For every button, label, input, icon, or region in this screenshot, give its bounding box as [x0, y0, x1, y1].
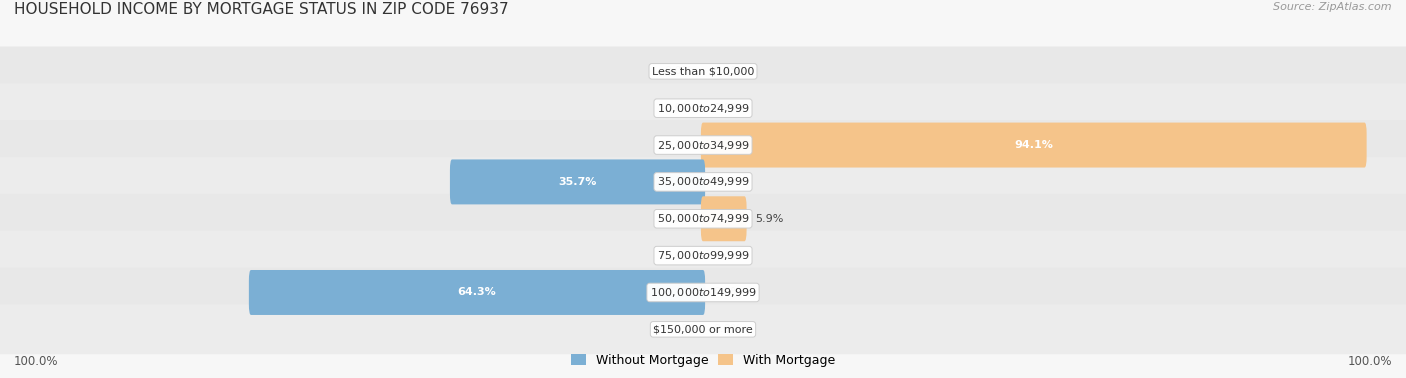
- Text: $150,000 or more: $150,000 or more: [654, 324, 752, 334]
- Text: $35,000 to $49,999: $35,000 to $49,999: [657, 175, 749, 188]
- FancyBboxPatch shape: [0, 157, 1406, 207]
- Text: 0.0%: 0.0%: [664, 103, 693, 113]
- Text: 0.0%: 0.0%: [664, 324, 693, 334]
- Text: 0.0%: 0.0%: [664, 251, 693, 260]
- FancyBboxPatch shape: [0, 83, 1406, 133]
- Text: 0.0%: 0.0%: [713, 103, 742, 113]
- Text: 94.1%: 94.1%: [1014, 140, 1053, 150]
- Text: 0.0%: 0.0%: [713, 177, 742, 187]
- Text: 100.0%: 100.0%: [14, 355, 59, 368]
- FancyBboxPatch shape: [0, 268, 1406, 318]
- Text: 100.0%: 100.0%: [1347, 355, 1392, 368]
- FancyBboxPatch shape: [0, 304, 1406, 354]
- Text: 0.0%: 0.0%: [664, 214, 693, 224]
- FancyBboxPatch shape: [700, 196, 747, 241]
- Text: 0.0%: 0.0%: [713, 251, 742, 260]
- Text: $25,000 to $34,999: $25,000 to $34,999: [657, 139, 749, 152]
- FancyBboxPatch shape: [0, 46, 1406, 96]
- Text: 0.0%: 0.0%: [664, 140, 693, 150]
- Text: 35.7%: 35.7%: [558, 177, 596, 187]
- Text: 0.0%: 0.0%: [713, 324, 742, 334]
- Text: Source: ZipAtlas.com: Source: ZipAtlas.com: [1274, 2, 1392, 12]
- Text: 5.9%: 5.9%: [755, 214, 783, 224]
- Text: HOUSEHOLD INCOME BY MORTGAGE STATUS IN ZIP CODE 76937: HOUSEHOLD INCOME BY MORTGAGE STATUS IN Z…: [14, 2, 509, 17]
- FancyBboxPatch shape: [450, 160, 706, 204]
- FancyBboxPatch shape: [700, 122, 1367, 167]
- Text: 0.0%: 0.0%: [664, 67, 693, 76]
- FancyBboxPatch shape: [249, 270, 704, 315]
- Legend: Without Mortgage, With Mortgage: Without Mortgage, With Mortgage: [565, 349, 841, 372]
- Text: 64.3%: 64.3%: [457, 288, 496, 297]
- FancyBboxPatch shape: [0, 194, 1406, 244]
- Text: $10,000 to $24,999: $10,000 to $24,999: [657, 102, 749, 115]
- Text: $100,000 to $149,999: $100,000 to $149,999: [650, 286, 756, 299]
- Text: 0.0%: 0.0%: [713, 67, 742, 76]
- FancyBboxPatch shape: [0, 120, 1406, 170]
- Text: $75,000 to $99,999: $75,000 to $99,999: [657, 249, 749, 262]
- Text: $50,000 to $74,999: $50,000 to $74,999: [657, 212, 749, 225]
- FancyBboxPatch shape: [0, 231, 1406, 280]
- Text: 0.0%: 0.0%: [713, 288, 742, 297]
- Text: Less than $10,000: Less than $10,000: [652, 67, 754, 76]
